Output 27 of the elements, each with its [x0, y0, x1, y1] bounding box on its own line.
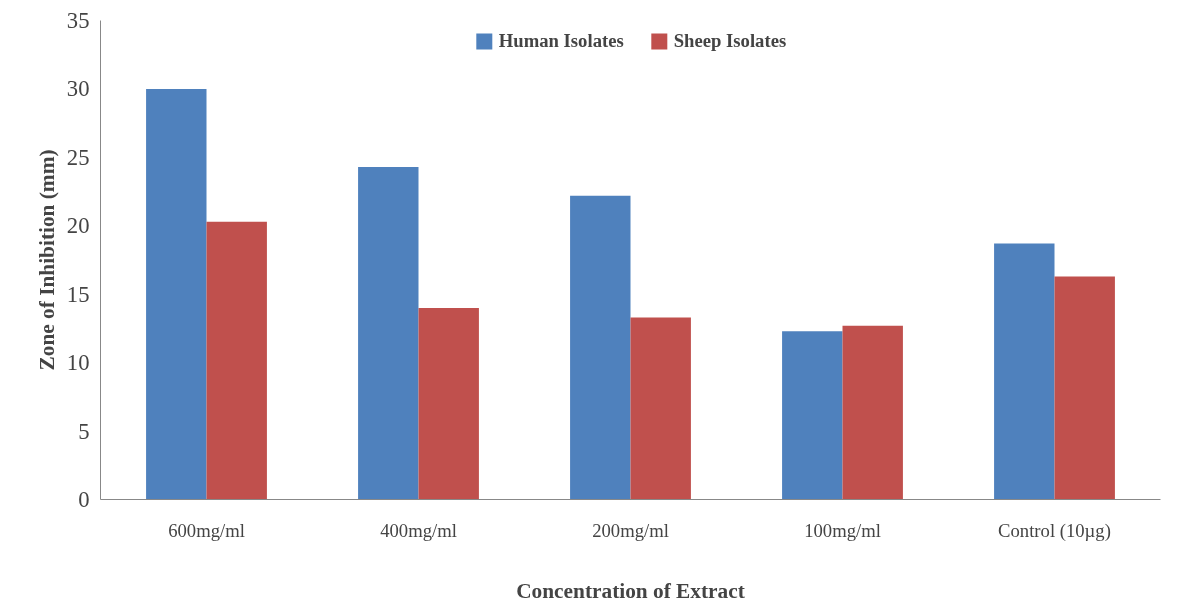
y-tick-label: 25	[66, 144, 90, 170]
bar	[630, 317, 691, 500]
y-tick-label: 35	[66, 8, 90, 33]
x-tick-label: 100mg/ml	[804, 519, 881, 541]
bar	[842, 325, 903, 500]
y-tick-label: 30	[66, 76, 90, 102]
bar	[1054, 276, 1115, 500]
bar	[570, 195, 631, 500]
y-tick-label: 5	[78, 418, 90, 444]
x-tick-label: 400mg/ml	[380, 519, 457, 541]
legend-label: Human Isolates	[498, 30, 624, 52]
bar	[206, 221, 267, 500]
bar	[358, 166, 419, 500]
y-tick-label: 10	[66, 350, 90, 376]
y-axis-title: Zone of Inhibition (mm)	[34, 149, 59, 371]
x-tick-label: 200mg/ml	[592, 519, 669, 541]
bar	[418, 307, 479, 500]
bar	[146, 88, 207, 500]
x-tick-label: Control (10µg)	[998, 519, 1111, 542]
legend-label: Sheep Isolates	[673, 30, 787, 52]
x-axis-title: Concentration of Extract	[516, 578, 746, 603]
bar	[994, 243, 1055, 500]
y-tick-label: 0	[78, 487, 90, 512]
y-tick-label: 20	[66, 213, 90, 239]
x-tick-label: 600mg/ml	[168, 519, 245, 541]
y-tick-label: 15	[66, 281, 90, 307]
bar	[782, 331, 843, 500]
